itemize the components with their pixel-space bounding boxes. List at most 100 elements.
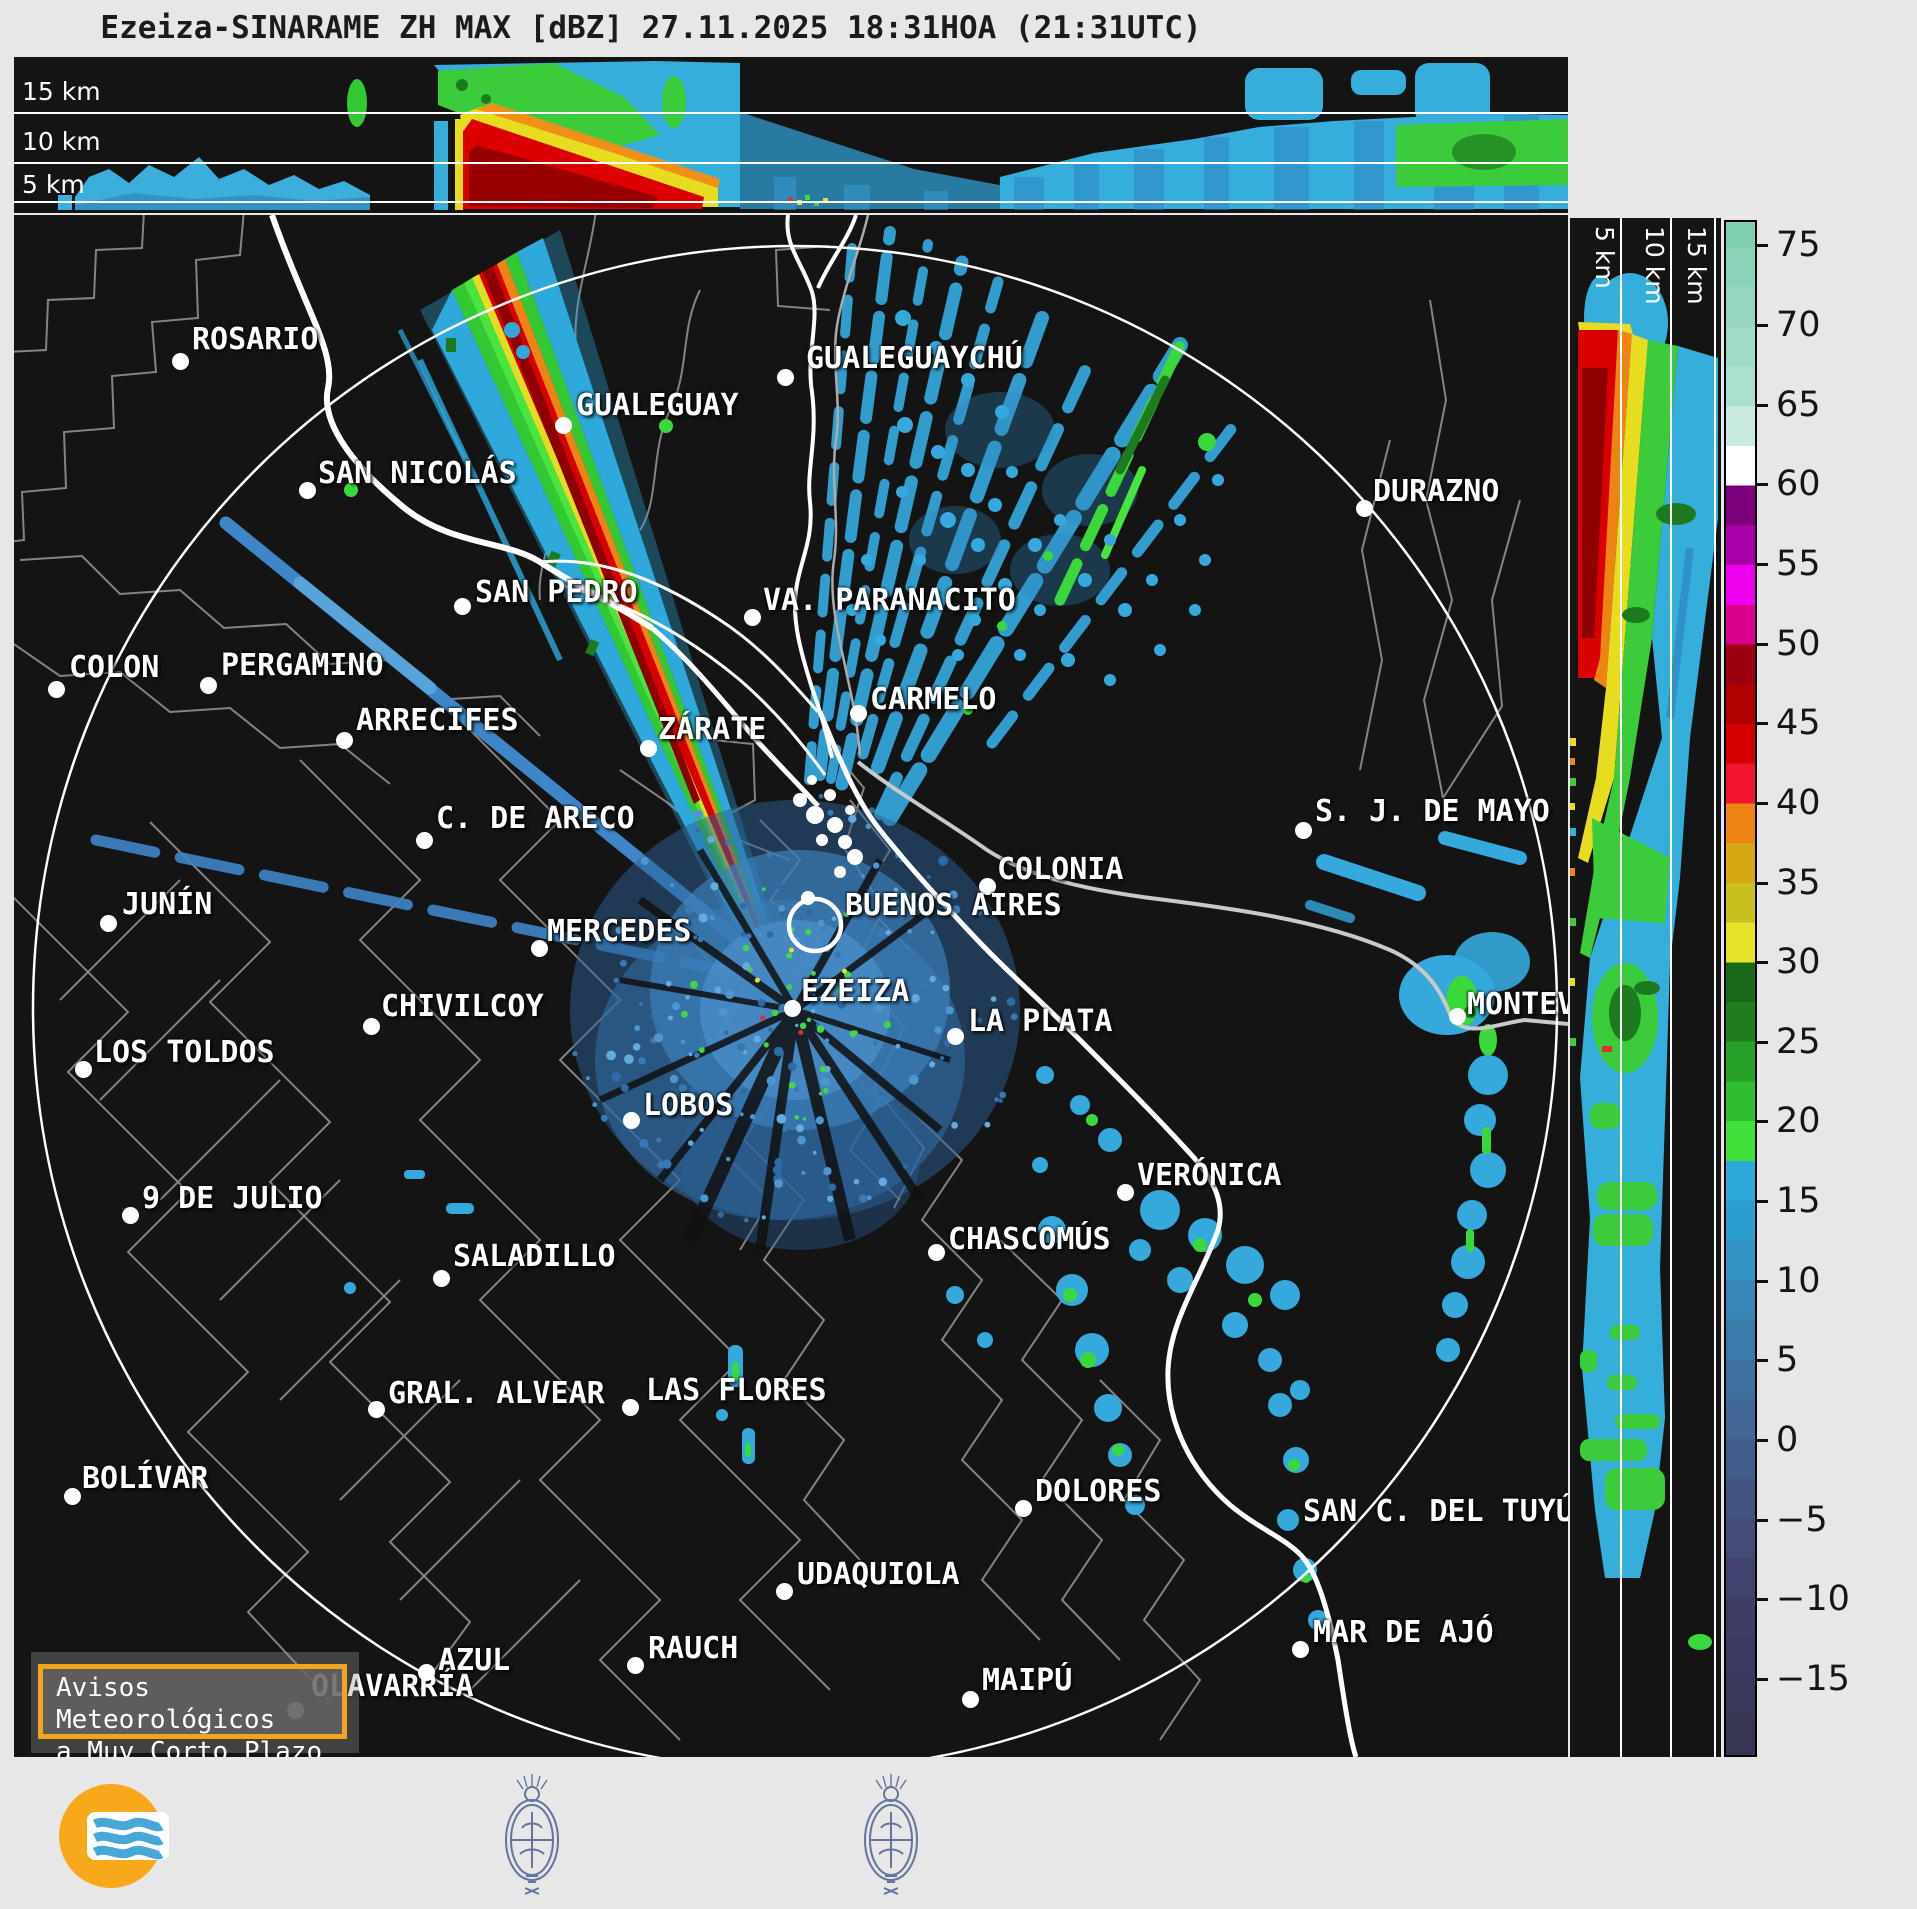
- admin-boundaries: [14, 215, 1521, 1741]
- city-label-c-de-areco: C. DE ARECO: [436, 801, 635, 836]
- colorbar-tick: [1757, 1439, 1768, 1443]
- city-label-mercedes: MERCEDES: [547, 914, 692, 949]
- city-label-mar-de-aj-: MAR DE AJÓ: [1313, 1615, 1494, 1650]
- colorbar-tick-label: −5: [1776, 1499, 1828, 1540]
- city-dot-san-pedro: [454, 598, 471, 615]
- city-label-9-de-julio: 9 DE JULIO: [142, 1181, 323, 1216]
- alert-box[interactable]: Avisos Meteorológicos a Muy Corto Plazo: [38, 1664, 347, 1767]
- city-label-pergamino: PERGAMINO: [221, 648, 384, 683]
- city-dot-maip-: [962, 1691, 979, 1708]
- city-dot-mercedes: [531, 940, 548, 957]
- city-label-lobos: LOBOS: [643, 1088, 734, 1123]
- city-label-san-pedro: SAN PEDRO: [475, 575, 638, 610]
- city-label-ver-nica: VERÓNICA: [1137, 1158, 1282, 1193]
- smn-logo-icon: [59, 1784, 169, 1888]
- range-ring: [31, 244, 1559, 1757]
- city-dot-mar-de-aj-: [1292, 1641, 1309, 1658]
- city-label-gral-alvear: GRAL. ALVEAR: [388, 1376, 605, 1411]
- alert-box-line1: Avisos Meteorológicos: [56, 1673, 276, 1735]
- city-label-buenos-aires: BUENOS AIRES: [845, 888, 1062, 923]
- defensa-coat-of-arms-icon: [505, 1774, 559, 1895]
- city-label-gualeguay: GUALEGUAY: [576, 388, 739, 423]
- colorbar-tick: [1757, 244, 1768, 248]
- colorbar-tick: [1757, 403, 1768, 407]
- city-label-saladillo: SALADILLO: [453, 1239, 616, 1274]
- city-dot-chivilcoy: [363, 1018, 380, 1035]
- right-cross-section-panel: 5 km 10 km 15 km: [1570, 218, 1721, 1757]
- city-label-jun-n: JUNÍN: [122, 887, 213, 922]
- city-label-colonia: COLONIA: [997, 852, 1124, 887]
- city-dot-arrecifes: [336, 732, 353, 749]
- city-dot-durazno: [1356, 500, 1373, 517]
- city-label-maip-: MAIPÚ: [982, 1663, 1073, 1698]
- colorbar-tick-label: 65: [1776, 384, 1821, 425]
- city-dot-lobos: [623, 1112, 640, 1129]
- colorbar-tick: [1757, 961, 1768, 965]
- city-label-gualeguaych-: GUALEGUAYCHÚ: [806, 341, 1023, 376]
- colorbar-tick-label: 75: [1776, 225, 1821, 266]
- colorbar-tick-label: 30: [1776, 942, 1821, 983]
- city-dot-9-de-julio: [122, 1207, 139, 1224]
- city-label-dolores: DOLORES: [1035, 1474, 1162, 1509]
- colorbar-tick: [1757, 1518, 1768, 1522]
- economia-coat-of-arms-icon: [864, 1774, 918, 1895]
- right-panel-height-label: 10 km: [1640, 226, 1669, 305]
- city-label-azul: AZUL: [438, 1643, 511, 1678]
- colorbar-tick: [1757, 1598, 1768, 1602]
- city-label-carmelo: CARMELO: [870, 682, 997, 717]
- city-dot-azul: [418, 1664, 435, 1681]
- city-dot-carmelo: [850, 705, 867, 722]
- right-cross-section-graphic: [1570, 218, 1718, 1757]
- colorbar-tick: [1757, 483, 1768, 487]
- city-label-udaquiola: UDAQUIOLA: [797, 1557, 960, 1592]
- radar-echo-layer: [90, 226, 1530, 1630]
- city-dot-jun-n: [100, 915, 117, 932]
- colorbar-tick-label: 25: [1776, 1021, 1821, 1062]
- city-dot-pergamino: [200, 677, 217, 694]
- colorbar-tick: [1757, 801, 1768, 805]
- city-label-chivilcoy: CHIVILCOY: [381, 989, 544, 1024]
- colorbar-gradient: [1724, 220, 1757, 1757]
- colorbar-tick: [1757, 563, 1768, 567]
- colorbar-tick: [1757, 1200, 1768, 1204]
- colorbar-tick: [1757, 1359, 1768, 1363]
- city-dot-udaquiola: [776, 1583, 793, 1600]
- city-dot-la-plata: [947, 1028, 964, 1045]
- city-label-va-paranacito: VA. PARANACITO: [763, 583, 1016, 618]
- city-dot-dolores: [1015, 1500, 1032, 1517]
- top-panel-height-label: 15 km: [22, 77, 101, 106]
- colorbar-tick-label: 10: [1776, 1260, 1821, 1301]
- city-label-montevideo: MONTEVIDEO: [1467, 987, 1568, 1022]
- colorbar-tick-label: 55: [1776, 544, 1821, 585]
- top-cross-section-graphic: [14, 61, 1568, 210]
- city-label-durazno: DURAZNO: [1373, 474, 1500, 509]
- city-dot-bol-var: [64, 1488, 81, 1505]
- city-label-rauch: RAUCH: [648, 1631, 739, 1666]
- colorbar-tick-label: 70: [1776, 305, 1821, 346]
- city-dot-chascom-s: [928, 1244, 945, 1261]
- colorbar-tick: [1757, 1279, 1768, 1283]
- city-dot-gualeguaych-: [777, 369, 794, 386]
- colorbar-tick: [1757, 1040, 1768, 1044]
- city-dot-ezeiza: [784, 1000, 801, 1017]
- colorbar-tick-label: 50: [1776, 623, 1821, 664]
- right-panel-height-label: 15 km: [1682, 226, 1711, 305]
- city-dot-va-paranacito: [744, 609, 761, 626]
- colorbar-tick-label: 45: [1776, 703, 1821, 744]
- city-dot-rosario: [172, 353, 189, 370]
- colorbar-tick-label: 15: [1776, 1181, 1821, 1222]
- colorbar-tick: [1757, 324, 1768, 328]
- city-label-colon: COLON: [69, 650, 160, 685]
- top-panel-height-label: 10 km: [22, 127, 101, 156]
- top-panel-height-label: 5 km: [22, 170, 85, 199]
- colorbar-tick-label: 5: [1776, 1340, 1799, 1381]
- buenos-aires-city-ring: [786, 896, 844, 954]
- city-dot-c-de-areco: [416, 832, 433, 849]
- city-dot-gualeguay: [555, 417, 572, 434]
- colorbar-tick-label: 0: [1776, 1420, 1799, 1461]
- city-dot-gral-alvear: [368, 1401, 385, 1418]
- city-label-chascom-s: CHASCOMÚS: [948, 1222, 1111, 1257]
- colorbar-tick: [1757, 722, 1768, 726]
- city-label-z-rate: ZÁRATE: [658, 712, 767, 747]
